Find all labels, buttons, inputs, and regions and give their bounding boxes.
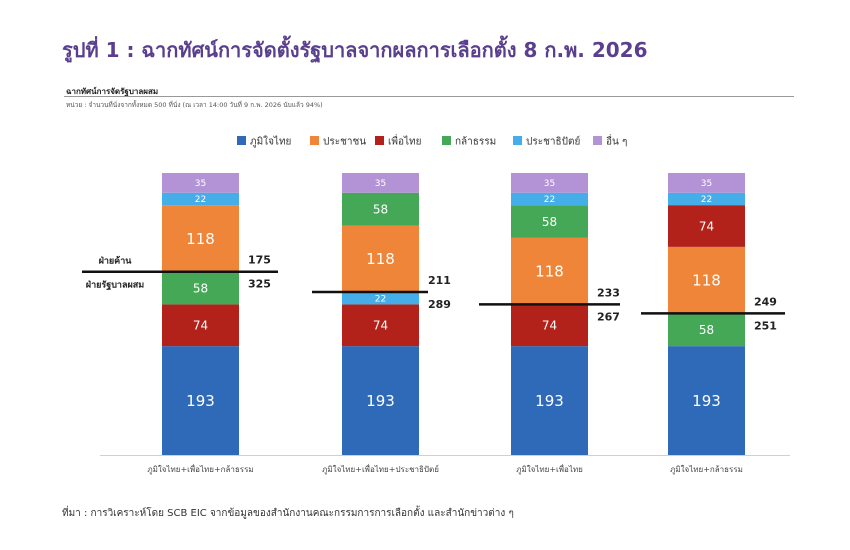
- legend-label: ประชาชน: [323, 137, 366, 148]
- bar-segment: [342, 304, 419, 347]
- opposition-total: 175: [248, 254, 271, 267]
- data-label: 193: [186, 392, 215, 410]
- data-label: 35: [701, 179, 712, 189]
- bar-segment: [668, 192, 745, 206]
- legend-label: อื่น ๆ: [606, 134, 627, 148]
- data-label: 22: [375, 294, 386, 304]
- data-label: 22: [701, 195, 712, 205]
- government-total: 267: [597, 310, 620, 323]
- bar-segment: [342, 346, 419, 455]
- legend-label: เพื่อไทย: [388, 134, 422, 148]
- bar-segment: [162, 173, 239, 193]
- data-label: 22: [544, 195, 555, 205]
- legend-swatch: [237, 136, 246, 145]
- data-label: 74: [193, 319, 208, 333]
- bar-segment: [162, 205, 239, 272]
- opposition-total: 249: [754, 295, 777, 308]
- data-label: 118: [366, 250, 395, 268]
- opposition-total: 211: [428, 274, 451, 287]
- figure-title: รูปที่ 1 : ฉากทัศน์การจัดตั้งรัฐบาลจากผล…: [62, 38, 648, 62]
- data-label: 118: [692, 272, 721, 290]
- legend-swatch: [513, 136, 522, 145]
- bar-segment: [668, 246, 745, 314]
- legend-label: ประชาธิปัตย์: [526, 136, 580, 148]
- x-tick-label: ภูมิใจไทย+เพื่อไทย+กล้าธรรม: [147, 463, 253, 475]
- bar-segment: [668, 205, 745, 247]
- opposition-label: ฝ่ายค้าน: [99, 256, 133, 267]
- legend-swatch: [375, 136, 384, 145]
- bar-segment: [511, 304, 588, 347]
- legend-label: ภูมิใจไทย: [250, 136, 291, 148]
- data-label: 193: [692, 392, 721, 410]
- chart-subtitle: หน่วย : จำนวนที่นั่งจากทั้งหมด 500 ที่นั…: [66, 101, 323, 109]
- x-tick-label: ภูมิใจไทย+กล้าธรรม: [670, 465, 743, 475]
- x-tick-label: ภูมิใจไทย+เพื่อไทย: [516, 463, 583, 475]
- opposition-total: 233: [597, 286, 620, 299]
- bar-segment: [162, 304, 239, 347]
- data-label: 58: [699, 323, 714, 337]
- bar-segment: [511, 173, 588, 193]
- data-label: 58: [193, 281, 208, 295]
- data-label: 118: [186, 230, 215, 248]
- bar-segment: [511, 346, 588, 455]
- data-label: 74: [699, 219, 714, 233]
- data-label: 35: [375, 179, 386, 189]
- data-label: 74: [373, 319, 388, 333]
- bar-segment: [342, 225, 419, 293]
- title-divider: [64, 96, 794, 97]
- data-label: 118: [535, 263, 564, 281]
- chart-title: ฉากทัศน์การจัดรัฐบาลผสม: [66, 87, 159, 96]
- x-tick-label: ภูมิใจไทย+เพื่อไทย+ประชาธิปัตย์: [322, 463, 439, 475]
- bar-segment: [342, 292, 419, 305]
- bar-segment: [668, 346, 745, 455]
- bar-segment: [511, 237, 588, 305]
- data-label: 58: [373, 202, 388, 216]
- data-label: 74: [542, 319, 557, 333]
- bar-segment: [342, 192, 419, 226]
- bar-segment: [162, 271, 239, 305]
- bar-segment: [162, 192, 239, 206]
- data-label: 58: [542, 215, 557, 229]
- legend-swatch: [310, 136, 319, 145]
- bar-segment: [511, 205, 588, 238]
- bar-segment: [668, 173, 745, 193]
- bar-segment: [511, 192, 588, 206]
- source-note: ที่มา : การวิเคราะห์โดย SCB EIC จากข้อมู…: [62, 508, 514, 519]
- legend-swatch: [442, 136, 451, 145]
- data-label: 193: [535, 392, 564, 410]
- data-label: 193: [366, 392, 395, 410]
- data-label: 35: [544, 179, 555, 189]
- data-label: 35: [195, 179, 206, 189]
- data-label: 22: [195, 195, 206, 205]
- government-total: 325: [248, 278, 271, 291]
- government-total: 251: [754, 319, 777, 332]
- bar-segment: [668, 313, 745, 347]
- government-label: ฝ่ายรัฐบาลผสม: [86, 280, 144, 291]
- bar-segment: [162, 346, 239, 455]
- bar-segment: [342, 173, 419, 193]
- legend-label: กล้าธรรม: [455, 136, 496, 148]
- legend-swatch: [593, 136, 602, 145]
- government-total: 289: [428, 298, 451, 311]
